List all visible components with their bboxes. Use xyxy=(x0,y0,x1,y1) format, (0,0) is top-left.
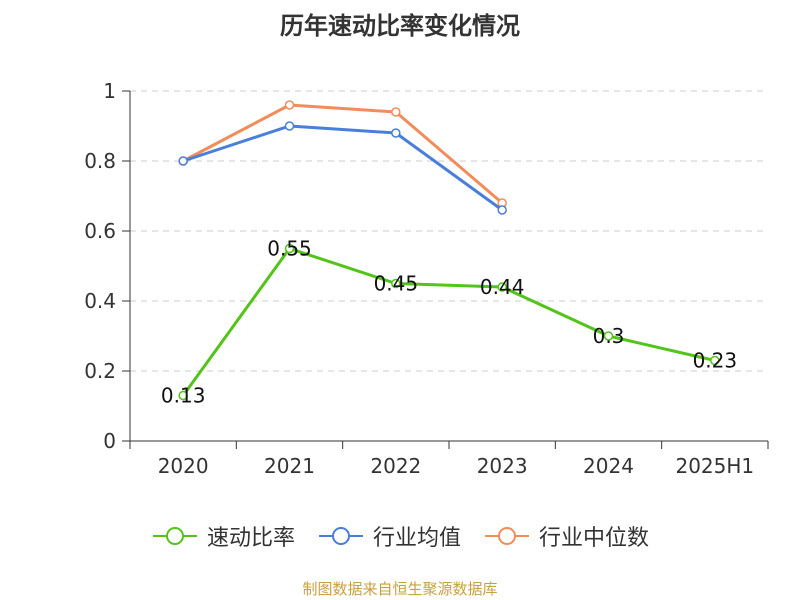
legend-label: 速动比率 xyxy=(206,526,295,551)
legend: 速动比率 行业均值 行业中位数 xyxy=(0,520,800,552)
legend-item-2[interactable]: 行业中位数 xyxy=(483,520,649,552)
series-line-0 xyxy=(181,247,716,397)
data-label: 0.3 xyxy=(593,324,625,348)
legend-label: 行业中位数 xyxy=(539,526,650,551)
legend-swatch-circle-2 xyxy=(498,527,516,545)
data-label: 0.55 xyxy=(267,237,312,261)
data-label: 0.44 xyxy=(480,275,525,299)
data-point xyxy=(284,121,295,131)
data-point xyxy=(284,243,295,254)
data-label: 0.23 xyxy=(693,349,738,373)
data-point xyxy=(391,107,401,117)
legend-swatch-circle-0 xyxy=(165,527,184,545)
y-tick-label: 0 xyxy=(103,429,116,453)
legend-item-0[interactable]: 速动比率 xyxy=(151,520,295,552)
data-point xyxy=(497,205,507,215)
y-tick-label: 0.2 xyxy=(84,359,116,383)
data-point xyxy=(603,331,614,341)
data-point xyxy=(284,100,295,110)
y-tick-label: 1 xyxy=(103,79,116,103)
axes: 0 0.2 0.4 0.6 0.8 1 2020 2021 2022 2023 2024 2025H1 xyxy=(84,79,769,478)
data-point xyxy=(497,282,507,292)
x-tick-label: 2021 xyxy=(264,454,315,478)
y-tick-label: 0.6 xyxy=(84,219,116,243)
x-tick-label: 2020 xyxy=(158,454,209,478)
y-tick-label: 0.4 xyxy=(84,289,116,313)
y-tick-label: 0.8 xyxy=(84,149,116,173)
legend-swatch-circle-1 xyxy=(331,527,350,545)
data-point xyxy=(391,128,401,138)
legend-swatch-icon xyxy=(318,527,363,545)
chart-title: 历年速动比率变化情况 xyxy=(280,12,520,40)
data-label: 0.45 xyxy=(374,272,419,296)
x-tick-label: 2025H1 xyxy=(675,454,754,478)
legend-swatch-icon xyxy=(485,527,529,545)
series-line-2 xyxy=(182,103,504,205)
x-tick-label: 2024 xyxy=(583,454,634,478)
data-point xyxy=(391,278,401,289)
series-line-1 xyxy=(182,124,504,212)
data-labels: 0.13 0.55 0.45 0.44 0.3 0.23 xyxy=(161,237,737,408)
data-label: 0.13 xyxy=(161,384,206,408)
data-point xyxy=(178,390,188,401)
legend-item-1[interactable]: 行业均值 xyxy=(317,520,461,552)
grid-lines xyxy=(130,90,768,372)
series-lines xyxy=(178,100,720,401)
source-note: 制图数据来自恒生聚源数据库 xyxy=(302,580,498,598)
data-point xyxy=(710,355,720,366)
data-point xyxy=(178,156,188,166)
x-tick-label: 2023 xyxy=(477,454,528,478)
legend-swatch-icon xyxy=(152,527,197,545)
x-tick-label: 2022 xyxy=(370,454,421,478)
legend-label: 行业均值 xyxy=(372,526,461,551)
